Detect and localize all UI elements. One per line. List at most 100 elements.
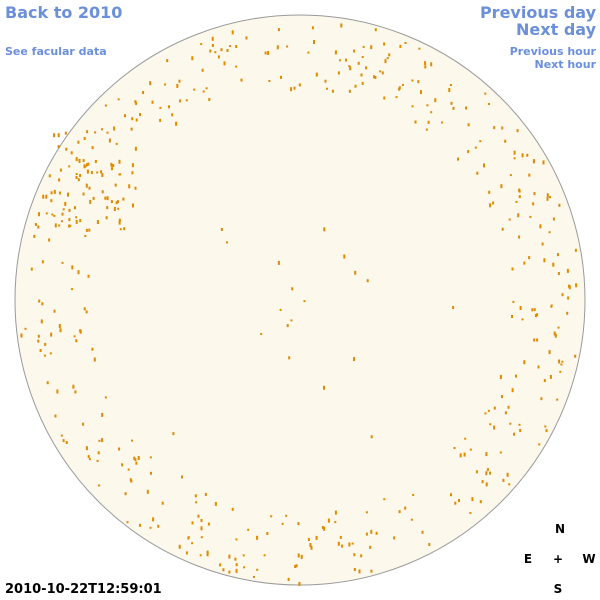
spot: [513, 432, 515, 436]
spot: [370, 569, 373, 573]
next-day-link[interactable]: Next day: [516, 20, 596, 39]
spot: [539, 224, 542, 229]
spot: [128, 184, 131, 189]
spot: [546, 196, 549, 201]
spot: [488, 103, 490, 105]
spot: [508, 218, 511, 221]
spot: [528, 256, 531, 260]
spot: [53, 214, 56, 217]
spot: [270, 515, 273, 518]
spot: [226, 49, 229, 52]
spot: [549, 374, 552, 379]
spot: [548, 231, 551, 234]
spot: [118, 173, 121, 176]
spot: [59, 168, 62, 172]
spot: [219, 563, 222, 567]
spot: [516, 129, 519, 133]
spot: [62, 439, 65, 443]
spot: [229, 45, 232, 48]
spot: [488, 190, 491, 194]
spot: [361, 56, 364, 58]
spot: [404, 506, 407, 510]
spot: [519, 306, 522, 310]
spot: [112, 164, 115, 168]
spot: [168, 105, 170, 109]
spot: [131, 171, 134, 175]
spot: [450, 101, 453, 105]
spot: [39, 349, 42, 352]
spot: [311, 26, 314, 30]
spot: [150, 471, 152, 475]
spot: [513, 157, 516, 160]
spot: [323, 227, 326, 232]
spot: [51, 213, 54, 216]
spot: [20, 333, 23, 338]
spot: [93, 357, 96, 362]
spot: [98, 484, 101, 487]
compass-s: S: [553, 582, 563, 596]
spot: [469, 448, 472, 451]
spot: [101, 190, 104, 194]
spot: [549, 196, 551, 199]
spot: [110, 162, 113, 167]
spot: [501, 395, 503, 399]
spot: [354, 84, 357, 88]
spot: [537, 365, 540, 369]
spot: [515, 200, 518, 203]
spot: [85, 310, 88, 314]
spot: [511, 267, 514, 271]
spot: [574, 248, 577, 252]
spot: [61, 261, 64, 264]
spot: [463, 452, 466, 457]
spot: [58, 324, 61, 328]
spot: [553, 331, 556, 336]
spot: [187, 536, 190, 539]
spot: [294, 565, 297, 568]
facular-link[interactable]: See facular data: [5, 45, 107, 58]
spot: [374, 28, 377, 32]
spot: [280, 75, 282, 79]
next-hour-link[interactable]: Next hour: [534, 58, 597, 71]
spot: [313, 40, 315, 44]
spot: [50, 191, 53, 195]
spot: [487, 409, 490, 412]
spot: [104, 396, 107, 399]
spot: [518, 195, 521, 199]
spot: [339, 535, 342, 539]
spot: [226, 241, 228, 244]
spot: [373, 75, 376, 79]
spot: [532, 202, 535, 206]
spot: [566, 268, 569, 273]
spot: [366, 279, 369, 283]
spot: [334, 50, 337, 55]
spot: [560, 363, 563, 366]
spot: [276, 45, 279, 50]
spot: [70, 151, 73, 155]
spot: [545, 429, 548, 433]
spot: [300, 554, 303, 559]
spot: [557, 326, 560, 329]
spot: [164, 83, 166, 86]
spot: [543, 379, 546, 383]
spot: [360, 73, 363, 77]
spot: [286, 45, 289, 48]
spot: [441, 121, 444, 124]
spot: [33, 234, 36, 238]
spot: [337, 541, 340, 546]
prev-hour-link[interactable]: Previous hour: [509, 45, 596, 58]
back-link[interactable]: Back to 2010: [5, 3, 123, 22]
spot: [106, 206, 109, 210]
spot: [50, 199, 53, 203]
prev-day-link[interactable]: Previous day: [479, 3, 596, 22]
spot: [126, 521, 129, 524]
spot: [486, 468, 489, 472]
spot: [113, 207, 116, 211]
spot: [202, 90, 205, 93]
spot: [427, 120, 430, 124]
spot: [511, 315, 513, 318]
spot: [157, 524, 160, 528]
spot: [242, 554, 245, 557]
spot: [206, 552, 209, 557]
spot: [82, 192, 85, 196]
